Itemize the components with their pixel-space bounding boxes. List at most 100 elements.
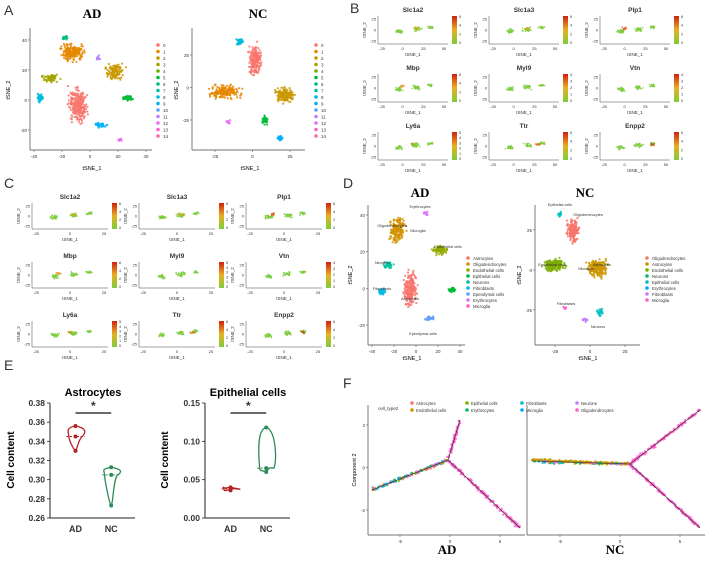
- cluster-1-point: [219, 96, 221, 98]
- xlabel: tSNE_1: [62, 237, 78, 242]
- cluster-1-point: [67, 55, 69, 57]
- high-expression-point: [75, 214, 77, 216]
- cluster-12-point: [120, 138, 122, 140]
- cluster-0-point: [78, 90, 80, 92]
- expression-point: [181, 272, 183, 274]
- nc-cluster-annotation: Microglia: [578, 267, 594, 271]
- cluster-0-point: [67, 102, 69, 104]
- expression-point: [505, 148, 507, 150]
- panel-a-right-legend-label: 8: [321, 95, 324, 100]
- y-tick-label: 25: [133, 263, 138, 268]
- cluster-3-point: [53, 75, 55, 77]
- panel-d-right-legend-label: Epithelial cells: [652, 280, 679, 285]
- x-tick-label: -25: [247, 231, 254, 236]
- panel-d-left-legend-label: Erythrocytes: [473, 298, 497, 303]
- x-tick-label: 25: [209, 349, 214, 354]
- expression-point: [427, 26, 429, 28]
- oligodendrocytes-point: [398, 233, 400, 235]
- oligodendrocytes-point: [393, 218, 395, 220]
- panel-d-right-y-tick-label: 0: [529, 268, 532, 273]
- expression-point: [637, 27, 639, 29]
- cluster-2-point: [277, 91, 279, 93]
- cluster-5-point: [266, 123, 268, 125]
- cluster-0-point: [253, 74, 255, 76]
- oligodendrocytes-point: [390, 221, 392, 223]
- panel-d-right-legend-key: [645, 274, 649, 278]
- panel-d-left-x-tick-label: 0: [415, 349, 418, 354]
- astrocytes-point: [407, 272, 409, 274]
- expression-point: [304, 212, 306, 214]
- expression-point: [511, 32, 513, 34]
- ylabel: tSNE_2: [123, 208, 128, 224]
- high-expression-point: [71, 214, 73, 216]
- panel-a-right-legend-key: [314, 69, 318, 73]
- expression-point: [642, 27, 644, 29]
- cluster-2-point: [292, 96, 294, 98]
- panel-d-left-x-tick-label: -40: [369, 349, 376, 354]
- x-tick-label: 25: [316, 231, 321, 236]
- xlabel: tSNE_1: [62, 355, 78, 360]
- cluster-2-point: [117, 66, 119, 68]
- ylabel: tSNE_2: [16, 208, 21, 224]
- cluster-0-point: [76, 86, 78, 88]
- astrocytes-point: [403, 279, 405, 281]
- panel-label-a: A: [4, 2, 14, 18]
- expression-point: [622, 87, 624, 89]
- cluster-3-point: [42, 75, 44, 77]
- panel-a-left-legend-label: 9: [163, 102, 166, 107]
- expression-point: [430, 143, 432, 145]
- expression-point: [165, 217, 167, 219]
- expression-point: [416, 142, 418, 144]
- panel-a-left-legend-key: [156, 56, 160, 60]
- panel-d-right-legend-key: [645, 262, 649, 266]
- cluster-0-point: [82, 96, 84, 98]
- endothelial-point: [547, 270, 549, 272]
- panel-a-right-legend-key: [314, 76, 318, 80]
- cluster-1-point: [236, 96, 238, 98]
- cluster-2-point: [108, 73, 110, 75]
- x-tick-label: -25: [247, 349, 254, 354]
- x-tick-label: 25: [532, 104, 537, 109]
- colorbar-tick: 5: [119, 320, 121, 324]
- neurons-point: [393, 263, 395, 265]
- cluster-0-point: [252, 46, 254, 48]
- x-tick-label: -25: [490, 162, 497, 167]
- cluster-3-point: [51, 80, 53, 82]
- x-tick-label: 25: [643, 46, 648, 51]
- expression-point: [89, 213, 91, 215]
- expression-point: [194, 212, 196, 214]
- neurons-point: [390, 264, 392, 266]
- cluster-3-point: [44, 76, 46, 78]
- expression-point: [91, 213, 93, 215]
- cluster-0-point: [83, 99, 85, 101]
- cluster-1-point: [73, 58, 75, 60]
- colorbar-tick: 6: [119, 261, 121, 265]
- cluster-0-point: [81, 119, 83, 121]
- cluster-1-point: [63, 54, 65, 56]
- colorbar-tick: 4: [681, 24, 683, 28]
- panel-a-right-legend-label: 1: [321, 50, 324, 55]
- ylabel: tSNE_2: [473, 22, 478, 38]
- expression-point: [304, 214, 306, 216]
- expression-point: [525, 87, 527, 89]
- cluster-1-point: [72, 54, 74, 56]
- expression-point: [194, 329, 196, 331]
- colorbar-tick: 4: [333, 261, 335, 265]
- expression-point: [180, 216, 182, 218]
- oligodendrocytes-point: [403, 220, 405, 222]
- ylabel: tSNE_2: [584, 138, 589, 154]
- y-tick-label: 25: [483, 133, 488, 138]
- epithelial-point: [599, 315, 601, 317]
- x-tick-label: 25: [316, 349, 321, 354]
- cluster-2-point: [276, 95, 278, 97]
- colorbar-tick: 2: [681, 32, 683, 36]
- colorbar-tick: 4: [570, 73, 572, 77]
- expression-point: [542, 84, 544, 86]
- expression-point: [401, 148, 403, 150]
- x-tick-label: 50: [553, 162, 558, 167]
- colorbar-tick: 0: [226, 226, 228, 230]
- expression-point: [176, 273, 178, 275]
- cluster-1-point: [59, 47, 61, 49]
